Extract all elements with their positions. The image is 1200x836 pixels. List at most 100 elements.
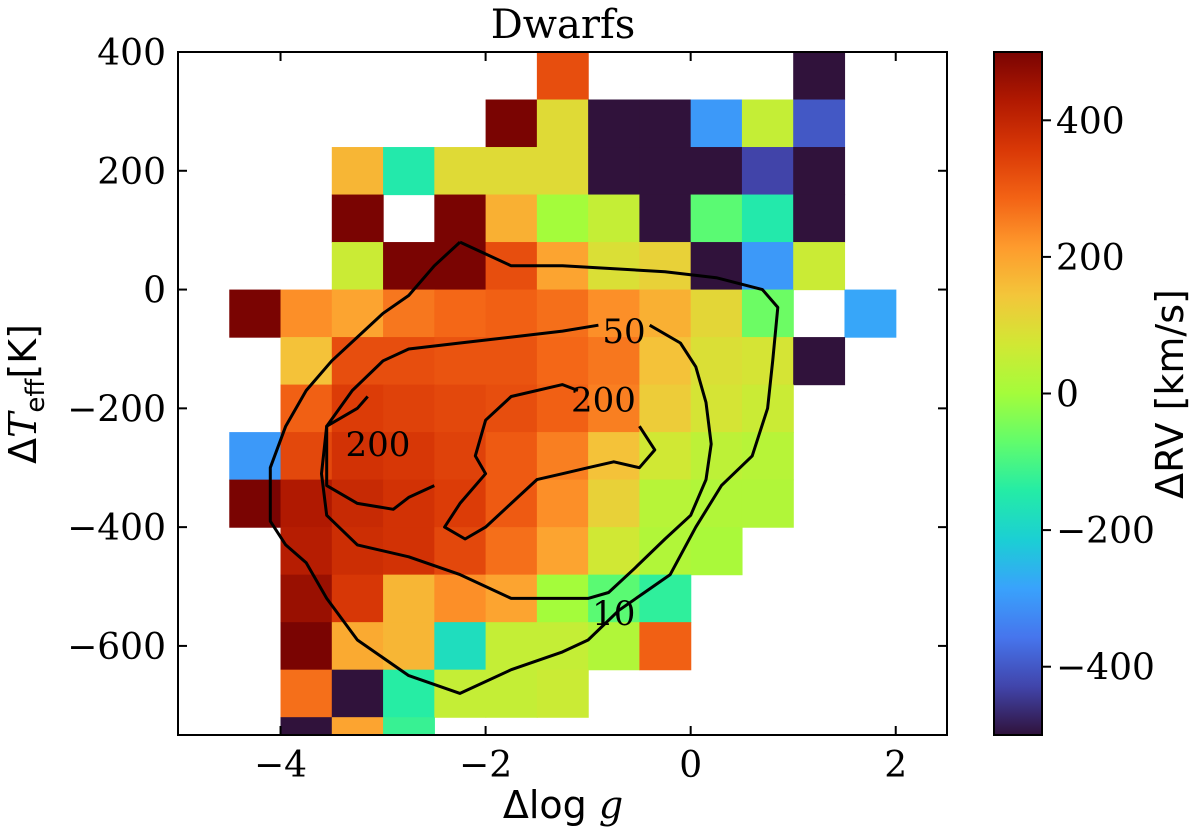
- heatmap-cell: [639, 242, 692, 291]
- heatmap-cell: [331, 289, 384, 338]
- heatmap-cell: [383, 574, 435, 623]
- heatmap-cell: [588, 242, 640, 291]
- heatmap-cell: [383, 717, 435, 735]
- heatmap-cell: [639, 479, 692, 528]
- heatmap-cell: [280, 337, 333, 386]
- heatmap-cell: [536, 527, 589, 576]
- heatmap-cell: [383, 432, 435, 481]
- heatmap-cell: [331, 337, 384, 386]
- heatmap-cell: [741, 99, 794, 148]
- heatmap-cell: [639, 147, 692, 196]
- heatmap-cell: [280, 717, 333, 735]
- heatmap-cell: [690, 384, 743, 433]
- heatmap-cell: [536, 337, 589, 386]
- heatmap-cell: [793, 242, 846, 291]
- colorbar-tick-label: −400: [1056, 648, 1155, 689]
- contour-line-50: [320, 323, 713, 600]
- heatmap-cell: [588, 527, 640, 576]
- heatmap-cell: [434, 194, 487, 243]
- heatmap-cell: [844, 289, 897, 338]
- y-tick-label: −400: [67, 508, 166, 549]
- y-tick-label: 400: [97, 33, 166, 74]
- heatmap-cell: [741, 479, 794, 528]
- heatmap-cell: [536, 622, 589, 671]
- heatmap-cell: [485, 194, 538, 243]
- x-tick-label: −2: [459, 745, 512, 786]
- heatmap-cell: [741, 194, 794, 243]
- heatmap-cell: [793, 337, 846, 386]
- contour-label: 10: [592, 594, 635, 634]
- heatmap-cell: [280, 289, 333, 338]
- heatmap-cell: [741, 337, 794, 386]
- x-tick-label: 0: [679, 745, 702, 786]
- heatmap-cell: [639, 384, 692, 433]
- heatmap-cell: [588, 384, 640, 433]
- contour-lines: 10 50 200 200: [268, 240, 780, 695]
- heatmap-cell: [331, 147, 384, 196]
- heatmap-cell: [331, 242, 384, 291]
- heatmap-cell: [793, 194, 846, 243]
- y-tick-label: −600: [67, 627, 166, 668]
- colorbar-tick-label: −200: [1056, 511, 1155, 552]
- contour-label: 200: [571, 380, 636, 420]
- heatmap-cell: [280, 622, 333, 671]
- contour-line-200: [325, 395, 435, 511]
- heatmap-cell: [690, 527, 743, 576]
- heatmap-cell: [639, 99, 692, 148]
- heatmap-cell: [536, 147, 589, 196]
- heatmap-cell: [536, 194, 589, 243]
- y-tick-label: 0: [143, 271, 166, 312]
- heatmap-cell: [793, 99, 846, 148]
- heatmap-cell: [331, 194, 384, 243]
- x-axis-ticks: −4 −2 0 2: [254, 52, 907, 786]
- y-axis-label: ΔTeff[K]: [1, 324, 51, 464]
- heatmap-cell: [485, 337, 538, 386]
- colorbar-ticks: 400 200 0 −200 −400: [1042, 101, 1155, 689]
- heatmap-cell: [741, 432, 794, 481]
- heatmap-cell: [639, 289, 692, 338]
- heatmap-cell: [741, 242, 794, 291]
- y-tick-label: −200: [67, 389, 166, 430]
- heatmap-cell: [639, 194, 692, 243]
- heatmap-cell: [383, 337, 435, 386]
- heatmap-cell: [383, 479, 435, 528]
- heatmap-cell: [793, 147, 846, 196]
- heatmap-cell: [229, 432, 282, 481]
- heatmap-cell: [536, 99, 589, 148]
- chart-title: Dwarfs: [491, 2, 636, 48]
- heatmap-cell: [588, 289, 640, 338]
- heatmap-cell: [536, 384, 589, 433]
- heatmap-cell: [588, 432, 640, 481]
- colorbar-label: ΔRV [km/s]: [1148, 289, 1192, 499]
- colorbar-tick-label: 200: [1056, 238, 1125, 279]
- x-tick-label: −4: [254, 745, 307, 786]
- y-axis-ticks: 400 200 0 −200 −400 −600: [67, 33, 947, 668]
- heatmap-cell: [331, 527, 384, 576]
- heatmap-cell: [485, 432, 538, 481]
- heatmap-cell: [690, 99, 743, 148]
- heatmap-cell: [280, 669, 333, 718]
- heatmap-cell: [588, 99, 640, 148]
- heatmap-cell: [434, 147, 487, 196]
- heatmap-cell: [588, 479, 640, 528]
- heatmap-cell: [331, 669, 384, 718]
- heatmap-cell: [229, 479, 282, 528]
- heatmap-cell: [383, 242, 435, 291]
- heatmap-cells: [229, 52, 897, 735]
- contour-line-10: [268, 240, 780, 695]
- contour-label: 50: [602, 312, 645, 352]
- heatmap-cell: [690, 289, 743, 338]
- heatmap-cell: [383, 384, 435, 433]
- heatmap-cell: [588, 147, 640, 196]
- heatmap-cell: [536, 52, 589, 101]
- colorbar-tick-label: 0: [1056, 375, 1079, 416]
- heatmap-cell: [383, 147, 435, 196]
- heatmap-cell: [331, 432, 384, 481]
- heatmap-cell: [434, 384, 487, 433]
- contour-line-200: [443, 383, 657, 541]
- heatmap-cell: [383, 289, 435, 338]
- heatmap-cell: [588, 194, 640, 243]
- heatmap-cell: [383, 669, 435, 718]
- heatmap-cell: [741, 147, 794, 196]
